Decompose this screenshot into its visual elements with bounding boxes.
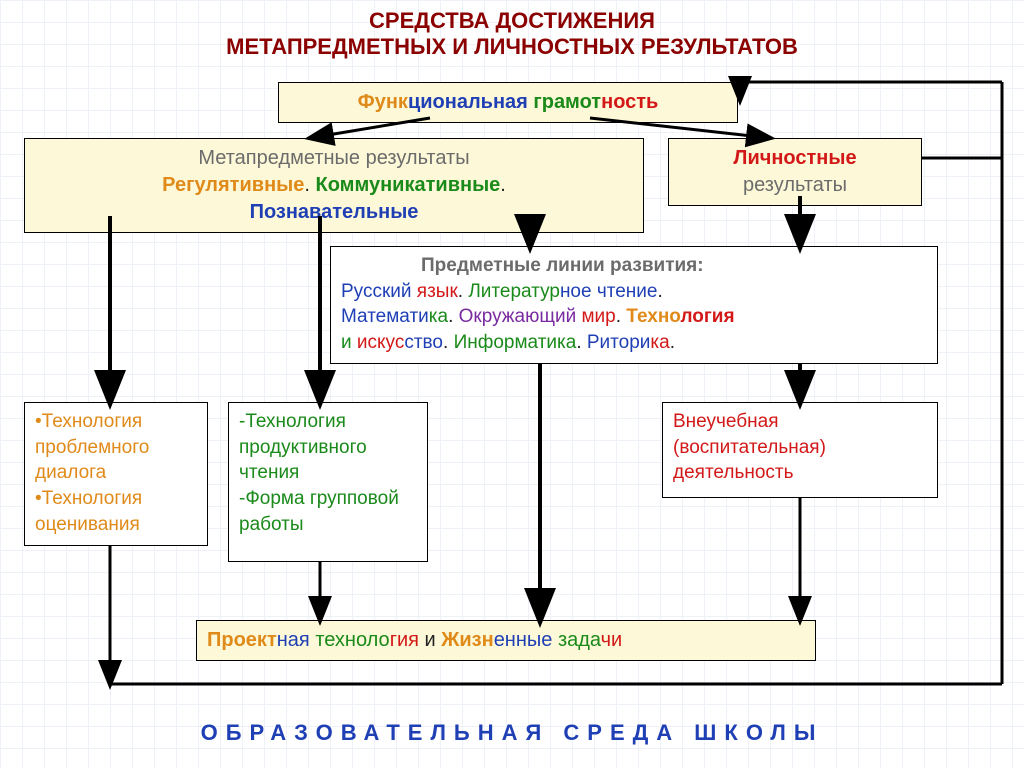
text-span: .	[576, 332, 587, 353]
text-span: Математи	[341, 306, 429, 327]
text-span: Проект	[207, 629, 277, 651]
text-span: .	[616, 306, 627, 327]
text-span: искус	[357, 332, 404, 353]
text-span: .	[500, 174, 506, 196]
text-span: .	[458, 281, 469, 302]
text-span: результаты	[743, 174, 847, 196]
text-span: ка	[429, 306, 448, 327]
text-span: логия	[680, 306, 734, 327]
text-span: циональная	[408, 91, 533, 113]
box-extra: Внеучебная (воспитательная) деятельность	[662, 402, 938, 498]
text-span: Жизн	[441, 629, 493, 651]
title-line1: СРЕДСТВА ДОСТИЖЕНИЯ	[369, 8, 655, 33]
box-meta: Метапредметные результаты Регулятивные. К…	[24, 138, 644, 233]
text-span: ство	[404, 332, 443, 353]
text-span: Регулятивные	[162, 174, 304, 196]
box-tech_read: -Технология продуктивного чтения -Форма г…	[228, 402, 428, 562]
box-subjects: Предметные линии развития:Русский язык. …	[330, 246, 938, 364]
text-span: Познавательные	[250, 201, 419, 223]
text-span: чи	[601, 629, 623, 651]
text-span: .	[448, 306, 459, 327]
text-span: -Технология продуктивного чтения	[239, 411, 367, 483]
text-span: и	[425, 629, 442, 651]
text-span: енные	[494, 629, 558, 651]
text-span: Функ	[358, 91, 408, 113]
box-func_lit: Функциональная грамотность	[278, 82, 738, 123]
text-span: Литератур	[468, 281, 560, 302]
text-span: Коммуникативные	[315, 174, 500, 196]
text-span: ное чтение	[560, 281, 658, 302]
box-project: Проектная технология и Жизненные задачи	[196, 620, 816, 661]
title-line2: МЕТАПРЕДМЕТНЫХ И ЛИЧНОСТНЫХ РЕЗУЛЬТАТОВ	[226, 34, 798, 59]
text-span: ная	[277, 629, 316, 651]
text-span: Русский	[341, 281, 417, 302]
text-span: Внеучебная (воспитательная) деятельность	[673, 411, 826, 483]
text-span: мир	[581, 306, 615, 327]
text-span: Метапредметные результаты	[198, 147, 469, 169]
box-personal: Личностные результаты	[668, 138, 922, 206]
text-span: -Форма групповой работы	[239, 488, 399, 535]
text-span: .	[657, 281, 662, 302]
text-span: Ритори	[587, 332, 651, 353]
text-span: Личностные	[733, 147, 856, 169]
text-span: Техно	[626, 306, 680, 327]
text-span: гия	[390, 629, 425, 651]
text-span: Окружающий	[459, 306, 582, 327]
diagram-title: СРЕДСТВА ДОСТИЖЕНИЯ МЕТАПРЕДМЕТНЫХ И ЛИЧ…	[0, 8, 1024, 60]
text-span: .	[443, 332, 454, 353]
text-span: •Технология оценивания	[35, 488, 142, 535]
text-span: зада	[558, 629, 601, 651]
text-span: .	[670, 332, 675, 353]
text-span: ка	[650, 332, 669, 353]
text-span: .	[304, 174, 315, 196]
footer-text: ОБРАЗОВАТЕЛЬНАЯ СРЕДА ШКОЛЫ	[0, 720, 1024, 746]
text-span: техноло	[315, 629, 389, 651]
box-tech_dialog: •Технология проблемного диалога •Технолог…	[24, 402, 208, 546]
text-span: •Технология проблемного диалога	[35, 411, 149, 483]
text-span: грамот	[533, 91, 601, 113]
text-span: и	[341, 332, 357, 353]
text-span: ность	[601, 91, 658, 113]
text-span: Информатика	[454, 332, 577, 353]
text-span: Предметные линии развития:	[341, 255, 704, 276]
text-span: язык	[417, 281, 458, 302]
